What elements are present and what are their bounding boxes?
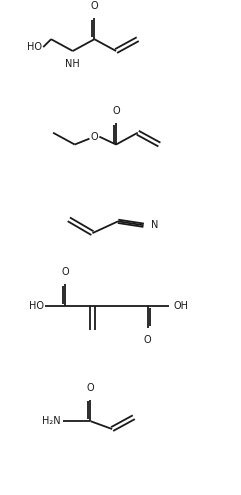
Text: O: O <box>91 0 98 11</box>
Text: HO: HO <box>27 42 42 52</box>
Text: HO: HO <box>29 301 44 311</box>
Text: NH: NH <box>65 59 80 69</box>
Text: O: O <box>61 267 69 277</box>
Text: N: N <box>151 220 158 230</box>
Text: H₂N: H₂N <box>42 416 61 426</box>
Text: OH: OH <box>173 301 188 311</box>
Text: O: O <box>87 383 94 393</box>
Text: O: O <box>91 132 98 142</box>
Text: O: O <box>112 106 120 116</box>
Text: O: O <box>144 335 151 345</box>
